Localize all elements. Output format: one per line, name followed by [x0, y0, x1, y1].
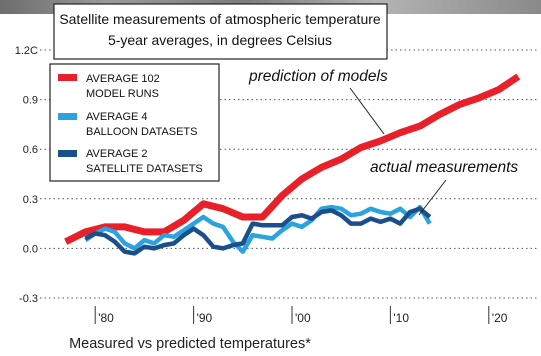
legend-label-models-line1: AVERAGE 102 — [86, 73, 160, 85]
legend-label-balloon-line2: BALLOON DATASETS — [86, 126, 197, 138]
legend-swatch-models — [58, 74, 77, 81]
x-tick-label: '10 — [393, 311, 409, 325]
legend-label-models-line2: MODEL RUNS — [86, 88, 159, 100]
x-tick-label: '80 — [98, 311, 114, 325]
title-box — [53, 3, 388, 60]
series-line-satellite-datasets — [84, 206, 432, 256]
y-tick-label: 0.3 — [23, 194, 38, 206]
series-line-balloon-datasets — [84, 204, 432, 254]
y-tick-label: 0.0 — [23, 243, 38, 255]
y-tick-label: 0.6 — [23, 144, 38, 156]
series-line-model-runs — [64, 73, 521, 245]
annotation-pointer-measurements — [418, 179, 447, 216]
chart-footer: Measured vs predicted temperatures* — [69, 336, 311, 352]
x-tick-label: '00 — [295, 311, 311, 325]
annotation-prediction-of-models: prediction of models — [248, 68, 388, 85]
chart-subtitle: 5-year averages, in degrees Celsius — [108, 32, 332, 48]
legend-swatch-balloon — [58, 113, 77, 120]
legend-box — [49, 63, 220, 182]
x-tick-label: '20 — [492, 311, 508, 325]
y-tick-label: 1.2C — [15, 45, 38, 57]
annotation-pointer-models — [349, 87, 385, 135]
legend-swatch-satellite — [58, 150, 77, 157]
chart-title: Satellite measurements of atmospheric te… — [59, 11, 381, 27]
legend-label-balloon-line1: AVERAGE 4 — [86, 111, 148, 123]
annotation-actual-measurements: actual measurements — [370, 159, 518, 176]
legend: AVERAGE 102 MODEL RUNS AVERAGE 4 BALLOON… — [49, 63, 220, 182]
legend-label-satellite-line1: AVERAGE 2 — [86, 148, 148, 160]
y-tick-label: 0.9 — [23, 95, 38, 107]
y-tick-label: -0.3 — [19, 293, 38, 305]
legend-label-satellite-line2: SATELLITE DATASETS — [86, 163, 203, 175]
x-tick-label: '90 — [197, 311, 213, 325]
